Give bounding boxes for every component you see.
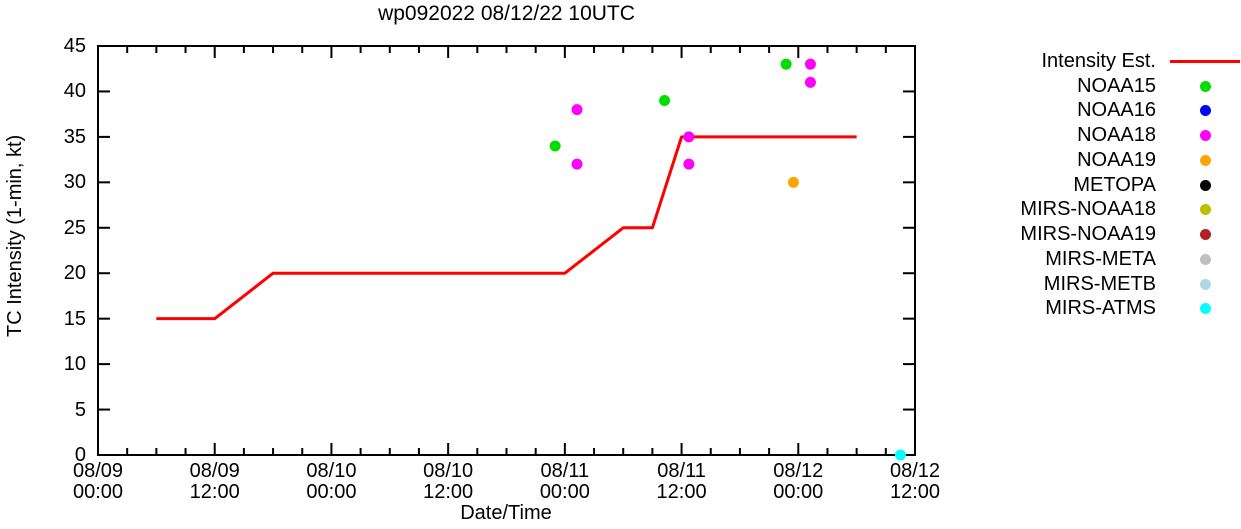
x-tick-date: 08/11 [657, 460, 706, 482]
scatter-point-NOAA18 [804, 76, 816, 88]
x-tick-time: 12:00 [656, 481, 707, 503]
legend-row-noaa18: NOAA18 [980, 123, 1240, 148]
scatter-point-NOAA15 [549, 140, 561, 152]
y-tick-label: 25 [63, 216, 86, 239]
legend-label: MIRS-NOAA18 [1020, 198, 1156, 221]
legend-dot-icon [1170, 80, 1240, 92]
y-tick-label: 35 [63, 125, 86, 148]
y-tick-label: 10 [63, 353, 86, 376]
x-axis-label: Date/Time [460, 502, 552, 524]
scatter-point-NOAA18 [571, 158, 583, 170]
x-tick-label: 08/09 00:00 [43, 461, 153, 503]
y-tick-label: 30 [63, 171, 86, 194]
x-tick-label: 08/11 00:00 [510, 461, 620, 503]
scatter-point-NOAA15 [780, 58, 792, 70]
scatter-point-NOAA18 [571, 104, 583, 116]
legend-dot-icon [1170, 278, 1240, 290]
legend-dot-icon [1170, 179, 1240, 191]
scatter-point-NOAA18 [804, 58, 816, 70]
scatter-point-NOAA18 [683, 131, 695, 143]
x-tick-date: 08/12 [773, 460, 824, 482]
legend-row-intensity-est-: Intensity Est. [980, 49, 1240, 74]
legend-row-noaa19: NOAA19 [980, 148, 1240, 173]
legend-dot-icon [1170, 154, 1240, 166]
y-tick-label: 15 [63, 307, 86, 330]
legend-row-metopa: METOPA [980, 173, 1240, 198]
dot-swatch-icon [1199, 204, 1211, 216]
legend-row-noaa16: NOAA16 [980, 99, 1240, 124]
x-tick-date: 08/09 [189, 460, 240, 482]
x-tick-date: 08/10 [423, 460, 474, 482]
y-tick-label: 45 [63, 35, 86, 57]
legend-row-mirs-meta: MIRS-META [980, 247, 1240, 272]
dot-swatch-icon [1199, 179, 1211, 191]
dot-swatch-icon [1199, 278, 1211, 290]
x-tick-label: 08/09 12:00 [160, 461, 270, 503]
legend-label: NOAA19 [1077, 148, 1156, 171]
x-tick-date: 08/10 [306, 460, 357, 482]
intensity-line [156, 135, 857, 321]
legend-label: MIRS-ATMS [1045, 297, 1156, 320]
dot-swatch-icon [1199, 130, 1211, 142]
x-tick-label: 08/11 12:00 [627, 461, 737, 503]
legend-label: NOAA18 [1077, 124, 1156, 147]
y-tick-label: 0 [74, 444, 86, 466]
dot-swatch-icon [1199, 229, 1211, 241]
chart-title: wp092022 08/12/22 10UTC [378, 2, 635, 25]
legend: Intensity Est. NOAA15 NOAA16 NOAA18 NOAA19 ME… [980, 49, 1240, 321]
x-tick-date: 08/09 [72, 460, 124, 482]
legend-row-mirs-noaa18: MIRS-NOAA18 [980, 198, 1240, 223]
legend-dot-icon [1170, 204, 1240, 216]
legend-label: MIRS-NOAA19 [1020, 223, 1156, 246]
x-tick-time: 12:00 [889, 481, 941, 503]
y-tick-label: 20 [63, 262, 86, 285]
dot-swatch-icon [1199, 105, 1211, 117]
legend-dot-icon [1170, 303, 1240, 315]
x-tick-time: 00:00 [72, 481, 124, 503]
x-tick-date: 08/11 [540, 460, 590, 482]
scatter-point-NOAA19 [787, 176, 799, 188]
x-tick-label: 08/12 12:00 [860, 461, 970, 503]
scatter-point-NOAA15 [659, 95, 671, 107]
scatter-point-NOAA18 [683, 158, 695, 170]
dot-swatch-icon [1199, 303, 1211, 315]
x-tick-label: 08/12 00:00 [743, 461, 853, 503]
legend-dot-icon [1170, 105, 1240, 117]
axes-border [97, 45, 916, 456]
dot-swatch-icon [1199, 253, 1211, 265]
scatter-point-MIRS-ATMS [894, 449, 906, 461]
legend-label: METOPA [1073, 173, 1156, 196]
x-tick-label: 08/10 12:00 [393, 461, 503, 503]
x-tick-date: 08/12 [889, 460, 941, 482]
x-tick-time: 00:00 [539, 481, 590, 503]
x-tick-time: 12:00 [189, 481, 240, 503]
legend-line-sample-icon [1170, 59, 1240, 63]
x-tick-time: 00:00 [773, 481, 824, 503]
x-tick-time: 00:00 [306, 481, 357, 503]
legend-dot-icon [1170, 253, 1240, 265]
legend-row-mirs-atms: MIRS-ATMS [980, 297, 1240, 322]
dot-swatch-icon [1199, 80, 1211, 92]
y-tick-label: 5 [74, 398, 86, 421]
legend-label: Intensity Est. [1041, 49, 1157, 72]
line-swatch-icon [1170, 59, 1240, 63]
legend-label: NOAA15 [1077, 74, 1156, 97]
legend-dot-icon [1170, 130, 1240, 142]
legend-row-mirs-metb: MIRS-METB [980, 272, 1240, 297]
legend-label: MIRS-METB [1043, 272, 1156, 295]
x-tick-label: 08/10 00:00 [276, 461, 386, 503]
x-tick-time: 12:00 [423, 481, 474, 503]
legend-row-mirs-noaa19: MIRS-NOAA19 [980, 222, 1240, 247]
dot-swatch-icon [1199, 154, 1211, 166]
legend-dot-icon [1170, 229, 1240, 241]
legend-label: NOAA16 [1077, 99, 1156, 122]
legend-row-noaa15: NOAA15 [980, 74, 1240, 99]
y-tick-label: 40 [63, 80, 86, 103]
legend-label: MIRS-META [1045, 247, 1156, 270]
